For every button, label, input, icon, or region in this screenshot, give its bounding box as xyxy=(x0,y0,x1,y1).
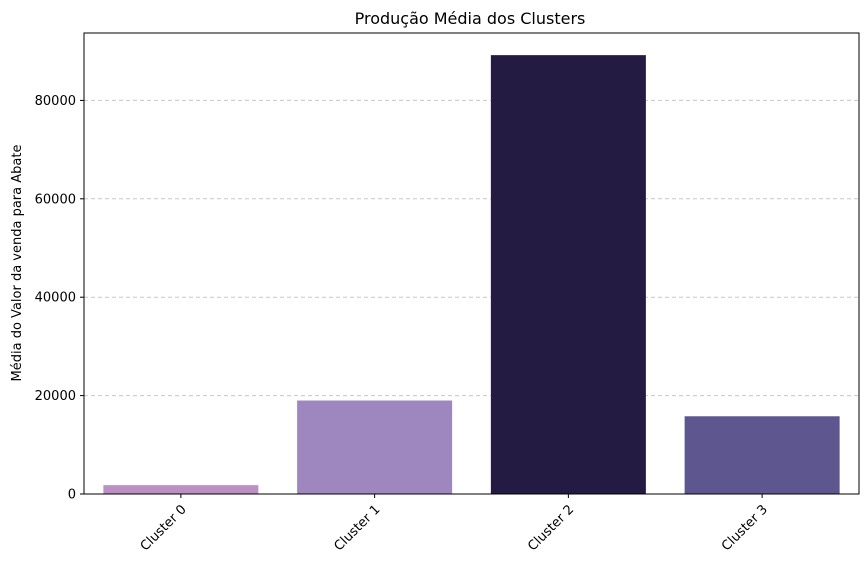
bar xyxy=(490,55,646,495)
bars xyxy=(103,55,840,495)
y-axis-label: Média do Valor da venda para Abate xyxy=(10,145,25,382)
y-axis: 0 20000 40000 60000 80000 xyxy=(35,94,84,503)
x-tick-label: Cluster 2 xyxy=(525,502,577,554)
grid-lines xyxy=(84,99,859,397)
x-tick-label: Cluster 3 xyxy=(719,502,771,554)
y-tick-label: 60000 xyxy=(35,192,76,207)
y-tick-label: 80000 xyxy=(35,94,76,109)
x-axis: Cluster 0 Cluster 1 Cluster 2 Cluster 3 xyxy=(138,494,771,554)
y-tick-label: 20000 xyxy=(35,389,76,404)
x-tick-label: Cluster 1 xyxy=(331,502,383,554)
bar xyxy=(684,416,840,494)
y-tick-label: 40000 xyxy=(35,291,76,306)
plot-frame xyxy=(83,32,860,495)
bar xyxy=(297,400,453,494)
chart-title: Produção Média dos Clusters xyxy=(355,9,586,28)
y-tick-label: 0 xyxy=(68,488,76,503)
bar xyxy=(103,485,259,494)
x-tick-label: Cluster 0 xyxy=(138,502,190,554)
